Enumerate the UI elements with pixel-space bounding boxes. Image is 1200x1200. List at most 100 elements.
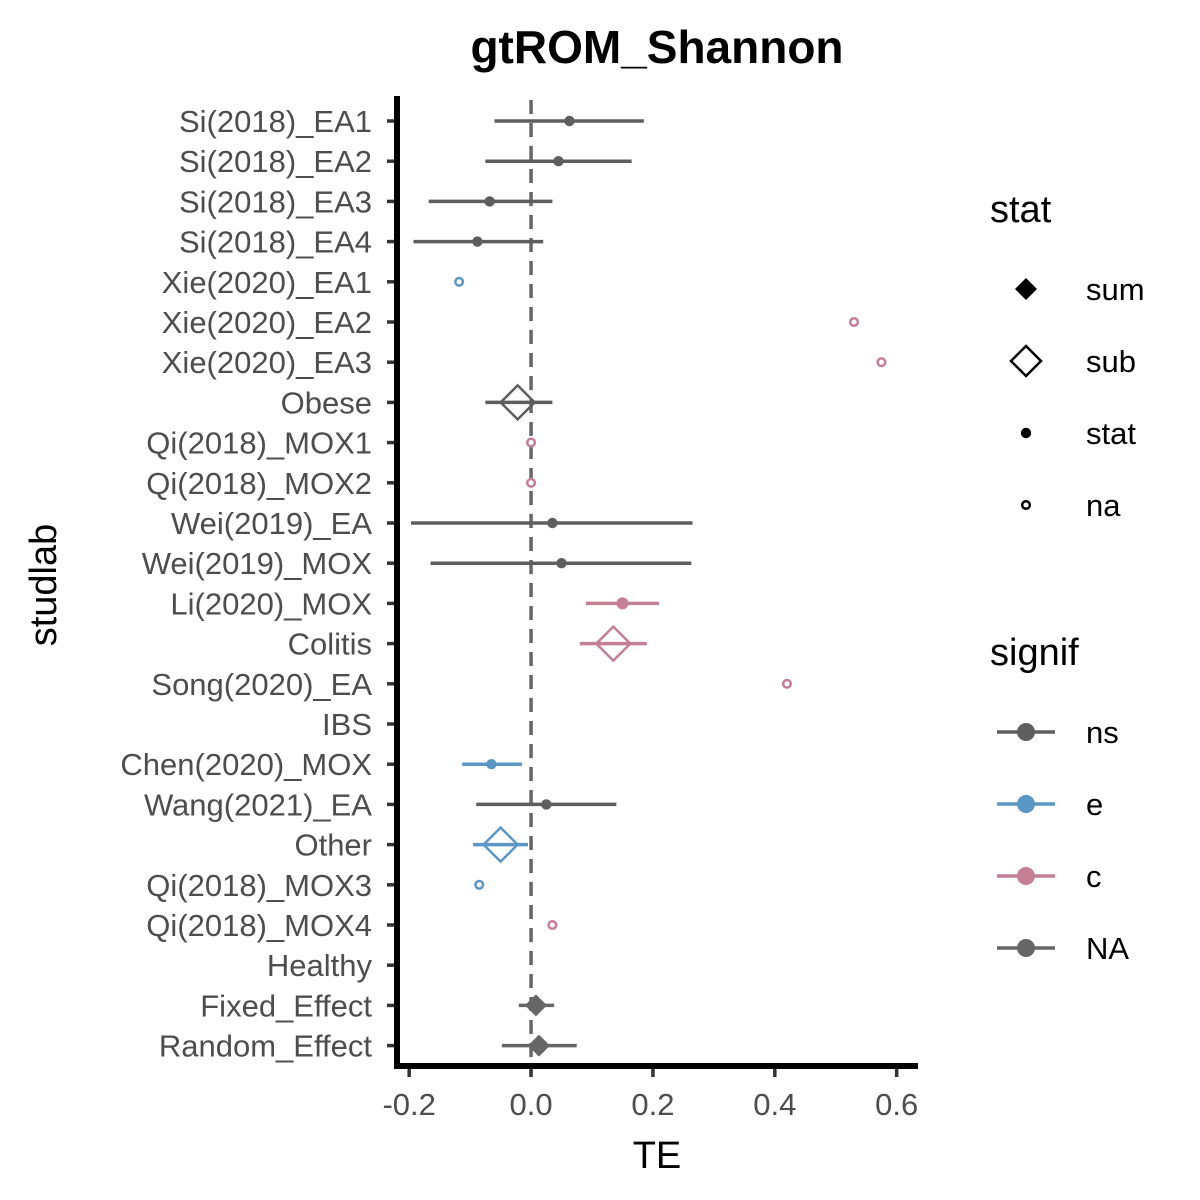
- point-estimate: [484, 196, 495, 207]
- y-tick-label: Qi(2018)_MOX1: [146, 426, 372, 461]
- forest-row: [413, 236, 544, 247]
- x-tick-label: 0.0: [510, 1087, 553, 1122]
- forest-row: [526, 437, 537, 448]
- forest-row: [501, 1034, 577, 1057]
- forest-row: [485, 156, 632, 167]
- point-estimate-na: [781, 678, 793, 689]
- forest-row: [781, 678, 793, 689]
- point-estimate: [553, 156, 564, 167]
- point-estimate: [616, 597, 629, 610]
- legend-label: ns: [1086, 715, 1119, 750]
- forest-row: [430, 558, 692, 569]
- legend-key-diamond-filled: [1015, 278, 1037, 300]
- legend-key-dot: [1017, 939, 1035, 957]
- legend-item-stat: na: [1020, 488, 1121, 523]
- forest-row: [485, 383, 553, 422]
- forest-row: [547, 919, 558, 931]
- legend-key-dot: [1017, 867, 1035, 885]
- y-tick-label: Si(2018)_EA2: [179, 144, 372, 179]
- legend-item-signif: ns: [997, 715, 1119, 750]
- legend-label: sum: [1086, 272, 1145, 307]
- forest-row: [579, 624, 647, 663]
- forest-row: [476, 799, 617, 810]
- point-estimate: [486, 759, 497, 770]
- legend-label: c: [1086, 859, 1102, 894]
- legend-label: e: [1086, 787, 1103, 822]
- y-tick-label: Si(2018)_EA1: [179, 104, 372, 139]
- y-tick-label: Other: [294, 828, 372, 863]
- point-estimate-na: [526, 477, 537, 488]
- y-tick-label: Healthy: [267, 948, 373, 983]
- legend-title-signif: signif: [990, 632, 1079, 674]
- y-tick-label: Si(2018)_EA4: [179, 225, 372, 260]
- legend-label: na: [1086, 488, 1121, 523]
- x-tick-label: 0.6: [875, 1087, 918, 1122]
- subgroup-diamond: [481, 825, 520, 864]
- legend-key-dot: [1020, 427, 1032, 439]
- point-estimate: [547, 517, 558, 529]
- point-estimate-na: [454, 276, 465, 287]
- forest-row: [428, 196, 553, 207]
- y-tick-label: Random_Effect: [159, 1029, 372, 1064]
- y-tick-label: Wei(2019)_MOX: [142, 546, 373, 581]
- y-tick-label: Qi(2018)_MOX2: [146, 466, 372, 501]
- y-tick-label: Xie(2020)_EA3: [162, 345, 372, 380]
- y-tick-label: Fixed_Effect: [200, 988, 372, 1023]
- summary-diamond: [524, 994, 547, 1017]
- y-tick-label: Li(2020)_MOX: [170, 586, 372, 621]
- forest-row: [848, 316, 860, 328]
- point-estimate-na: [474, 879, 485, 890]
- summary-diamond: [527, 1034, 550, 1057]
- subgroup-diamond: [594, 624, 633, 663]
- legend-key-circle: [1020, 499, 1032, 511]
- subgroup-diamond: [498, 383, 537, 422]
- forest-row: [411, 517, 693, 529]
- forest-row: [473, 825, 529, 864]
- forest-row: [585, 597, 660, 610]
- y-tick-label: Song(2020)_EA: [151, 667, 372, 702]
- point-estimate: [556, 558, 567, 569]
- x-tick-label: 0.2: [631, 1087, 674, 1122]
- chart-title: gtROM_Shannon: [470, 21, 843, 73]
- y-tick-label: IBS: [322, 707, 372, 742]
- y-tick-label: Wang(2021)_EA: [144, 787, 372, 822]
- legend-key-dot: [1017, 795, 1035, 813]
- y-tick-label: Qi(2018)_MOX4: [146, 908, 372, 943]
- legend-label: NA: [1086, 931, 1129, 966]
- x-tick-label: 0.4: [753, 1087, 796, 1122]
- y-tick-label: Qi(2018)_MOX3: [146, 868, 372, 903]
- legend-item-signif: NA: [997, 931, 1129, 966]
- y-tick-label: Xie(2020)_EA1: [162, 265, 372, 300]
- forest-row: [462, 759, 522, 770]
- y-tick-label: Obese: [281, 385, 372, 420]
- point-estimate-na: [876, 357, 887, 368]
- point-estimate: [541, 799, 552, 810]
- legend-item-stat: sub: [1009, 344, 1136, 379]
- x-tick-label: -0.2: [382, 1087, 435, 1122]
- forest-row: [494, 115, 644, 127]
- legend-key-diamond-open: [1009, 344, 1043, 378]
- y-tick-label: Colitis: [288, 627, 372, 662]
- legend-label: stat: [1086, 416, 1136, 451]
- forest-row: [518, 994, 555, 1017]
- y-tick-label: Si(2018)_EA3: [179, 184, 372, 219]
- forest-row: [876, 357, 887, 368]
- legend-label: sub: [1086, 344, 1136, 379]
- y-axis-title: studlab: [23, 524, 65, 647]
- legend-item-signif: c: [997, 859, 1102, 894]
- point-estimate-na: [848, 316, 860, 328]
- forest-row: [526, 477, 537, 488]
- point-estimate: [472, 236, 483, 247]
- legend-item-signif: e: [997, 787, 1103, 822]
- forest-row: [454, 276, 465, 287]
- point-estimate-na: [547, 919, 558, 931]
- legend-key-dot: [1017, 723, 1035, 741]
- legend-item-stat: stat: [1020, 416, 1136, 451]
- x-axis-title: TE: [633, 1135, 682, 1177]
- point-estimate-na: [526, 437, 537, 448]
- y-tick-label: Wei(2019)_EA: [171, 506, 372, 541]
- y-tick-label: Chen(2020)_MOX: [120, 747, 372, 782]
- point-estimate: [564, 115, 575, 127]
- y-tick-label: Xie(2020)_EA2: [162, 305, 372, 340]
